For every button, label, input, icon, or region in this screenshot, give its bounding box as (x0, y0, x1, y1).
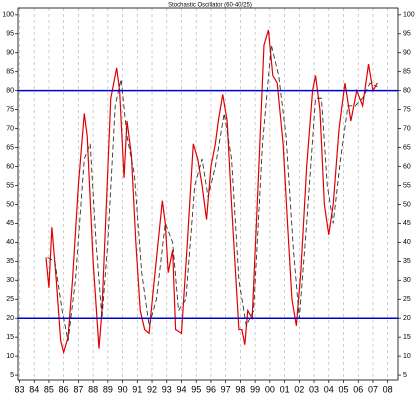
y-tick-label: 20 (6, 315, 14, 322)
y-tick-label: 60 (403, 163, 411, 170)
y-tick-label: 35 (403, 258, 411, 265)
y-tick-label: 30 (403, 277, 411, 284)
y-tick-label: 85 (403, 69, 411, 76)
y-tick-label: 55 (403, 182, 411, 189)
y-tick-label: 40 (403, 239, 411, 246)
y-tick-label: 95 (403, 31, 411, 38)
chart-title: Stochastic Oscillator (60-40/25) (168, 3, 252, 9)
y-tick-label: 90 (403, 50, 411, 57)
y-tick-label: 65 (403, 144, 411, 151)
x-tick-label: 08 (383, 384, 393, 394)
series-line (47, 45, 378, 342)
y-tick-label: 45 (6, 220, 14, 227)
y-tick-label: 5 (10, 372, 14, 379)
y-tick-label: 70 (6, 125, 14, 132)
y-tick-label: 100 (403, 12, 415, 19)
x-tick-label: 88 (88, 384, 98, 394)
x-tick-label: 03 (309, 384, 319, 394)
y-tick-label: 80 (403, 88, 411, 95)
y-tick-label: 30 (6, 277, 14, 284)
y-tick-label: 90 (6, 50, 14, 57)
y-tick-label: 65 (6, 144, 14, 151)
x-tick-label: 00 (265, 384, 275, 394)
x-tick-label: 87 (73, 384, 83, 394)
y-tick-label: 75 (6, 106, 14, 113)
y-tick-label: 20 (403, 315, 411, 322)
x-tick-label: 98 (235, 384, 245, 394)
x-tick-label: 05 (338, 384, 348, 394)
plot-frame (17, 7, 399, 381)
x-tick-label: 94 (176, 384, 186, 394)
x-tick-label: 93 (162, 384, 172, 394)
y-tick-label: 80 (6, 88, 14, 95)
x-tick-label: 96 (206, 384, 216, 394)
y-tick-label: 15 (6, 334, 14, 341)
x-tick-label: 84 (29, 384, 39, 394)
y-tick-label: 55 (6, 182, 14, 189)
y-tick-label: 10 (6, 353, 14, 360)
x-tick-label: 99 (250, 384, 260, 394)
y-tick-label: 25 (403, 296, 411, 303)
x-tick-label: 83 (14, 384, 24, 394)
y-tick-label: 25 (6, 296, 14, 303)
series-line (45, 29, 378, 355)
x-tick-label: 02 (294, 384, 304, 394)
y-tick-label: 10 (403, 353, 411, 360)
x-tick-label: 92 (147, 384, 157, 394)
y-tick-label: 45 (403, 220, 411, 227)
x-tick-label: 85 (44, 384, 54, 394)
y-tick-label: 60 (6, 163, 14, 170)
x-tick-label: 90 (118, 384, 128, 394)
y-tick-label: 85 (6, 69, 14, 76)
x-tick-label: 06 (353, 384, 363, 394)
y-tick-label: 35 (6, 258, 14, 265)
y-tick-label: 40 (6, 239, 14, 246)
x-tick-label: 89 (103, 384, 113, 394)
x-tick-label: 01 (280, 384, 290, 394)
y-tick-label: 15 (403, 334, 411, 341)
x-tick-label: 95 (191, 384, 201, 394)
y-tick-label: 5 (403, 372, 407, 379)
y-tick-label: 50 (403, 201, 411, 208)
y-tick-label: 75 (403, 106, 411, 113)
x-tick-label: 86 (59, 384, 69, 394)
y-tick-label: 70 (403, 125, 411, 132)
x-tick-label: 04 (324, 384, 334, 394)
y-tick-label: 50 (6, 201, 14, 208)
x-tick-label: 91 (132, 384, 142, 394)
x-tick-label: 07 (368, 384, 378, 394)
y-tick-label: 95 (6, 31, 14, 38)
y-tick-label: 100 (2, 12, 14, 19)
x-tick-label: 97 (221, 384, 231, 394)
